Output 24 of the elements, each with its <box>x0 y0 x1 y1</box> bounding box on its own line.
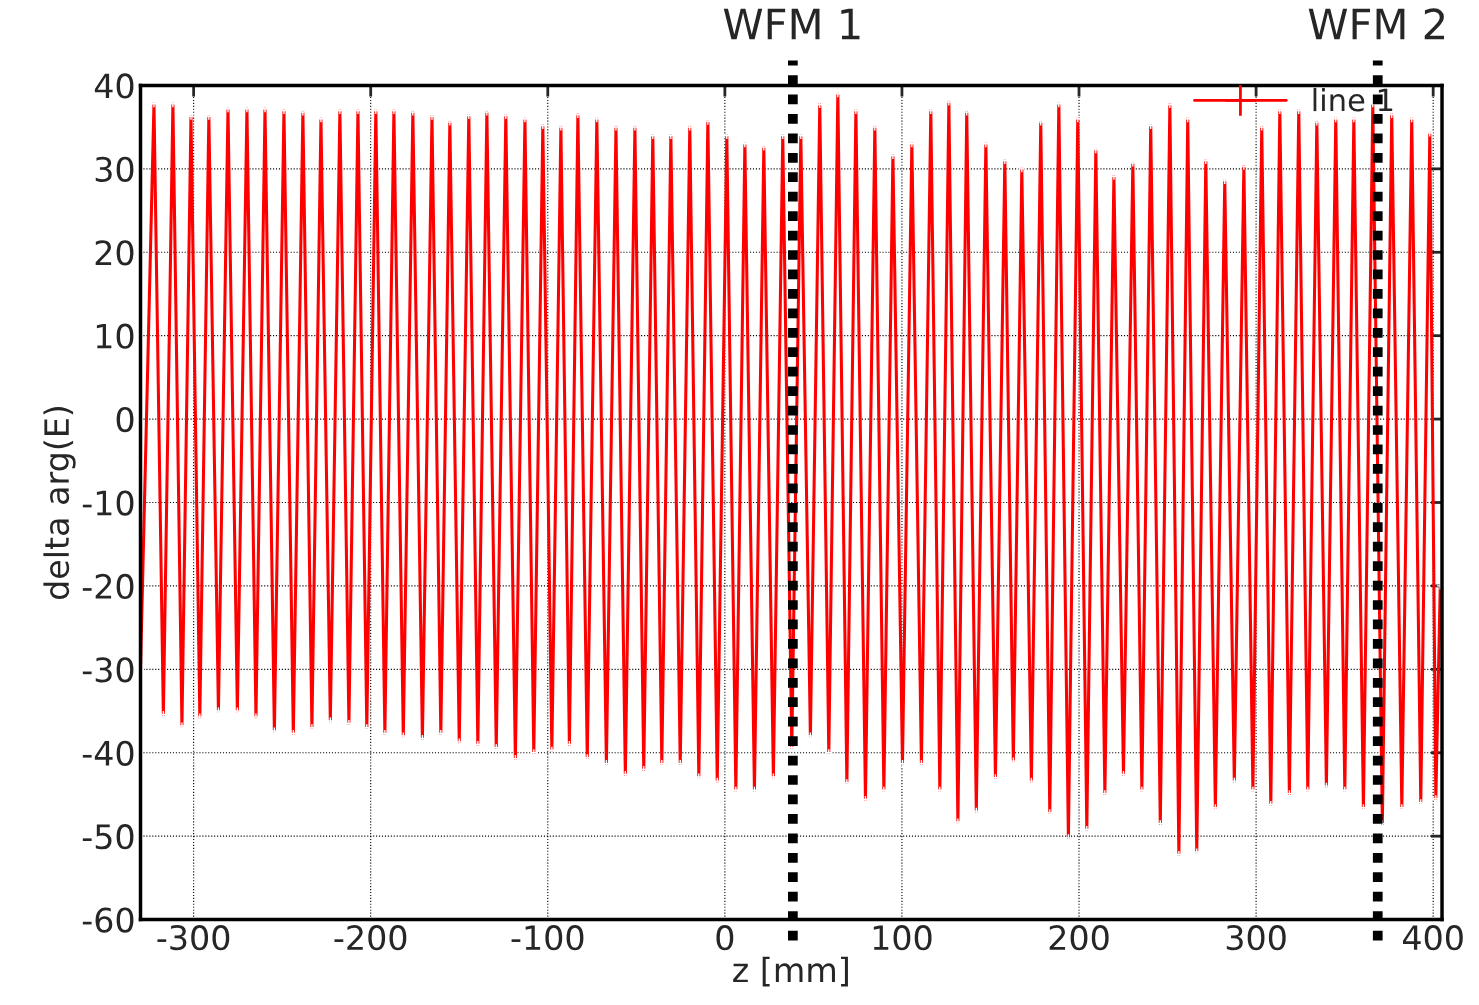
y-tick-label: -20 <box>82 573 134 600</box>
y-tick-label: 0 <box>116 407 134 433</box>
x-tick-label: -100 <box>511 925 584 951</box>
y-tick-label: -10 <box>82 490 134 516</box>
ref-line-label: WFM 1 <box>723 8 860 40</box>
y-tick-label: -40 <box>82 740 134 766</box>
x-tick-label: -300 <box>157 925 230 951</box>
x-tick-label: 400 <box>1402 925 1463 951</box>
x-tick-label: 100 <box>873 925 932 951</box>
y-tick-label: 10 <box>96 323 134 349</box>
y-tick-label: -60 <box>82 907 134 933</box>
y-tick-label: -30 <box>82 657 134 683</box>
x-tick-label: -200 <box>334 925 407 951</box>
y-tick-label: 30 <box>95 156 134 182</box>
y-axis-title: delta arg(E) <box>43 406 76 600</box>
y-tick-label: 20 <box>95 240 134 266</box>
x-tick-label: 200 <box>1049 925 1109 951</box>
x-tick-label: 300 <box>1226 925 1286 951</box>
y-tick-label: -50 <box>82 824 134 850</box>
legend-label: line 1 <box>1313 87 1393 112</box>
ref-line-label: WFM 2 <box>1308 8 1445 40</box>
y-tick-label: 40 <box>94 73 134 99</box>
x-axis-title: z [mm] <box>733 956 848 987</box>
x-tick-label: 0 <box>716 925 734 951</box>
